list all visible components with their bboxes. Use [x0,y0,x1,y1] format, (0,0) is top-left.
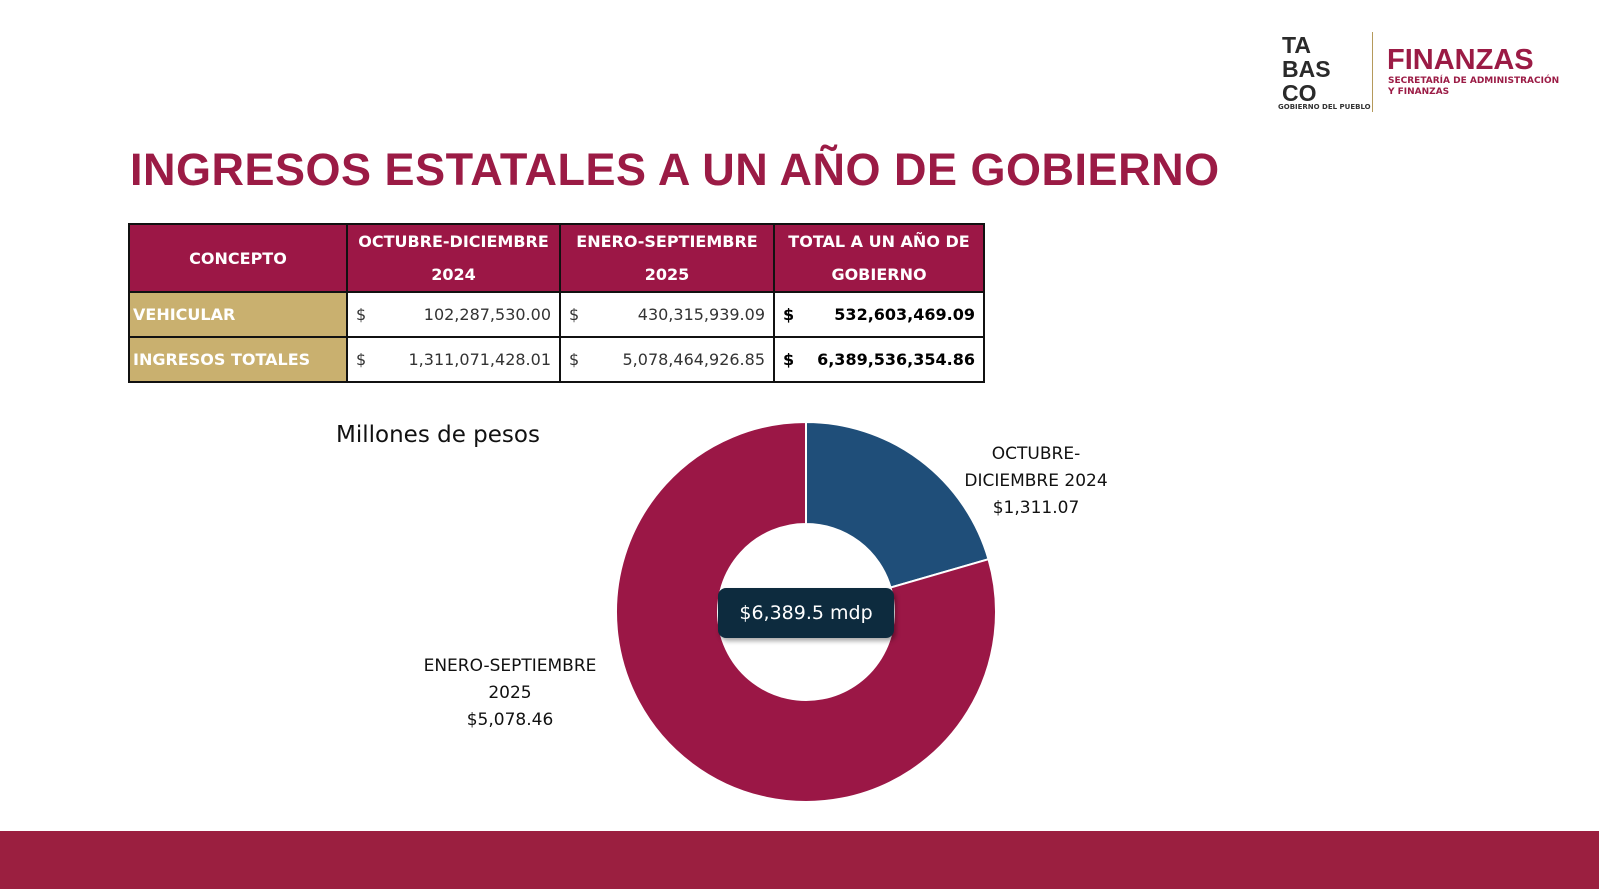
header-cell: OCTUBRE-DICIEMBRE 2024 [346,223,561,293]
value-label: $5,078.46 [466,710,554,730]
amount-cell: $5,078,464,926.85 [559,336,775,383]
value-label: $1,311.07 [992,498,1080,518]
header-cell: TOTAL A UN AÑO DE GOBIERNO [773,223,985,293]
header-cell: CONCEPTO [128,223,348,293]
income-table: CONCEPTO OCTUBRE-DICIEMBRE 2024 ENERO-SE… [128,223,985,383]
amount-value: 1,311,071,428.01 [408,350,552,369]
logo-mark-line: BAS [1282,56,1331,82]
logo-subtitle: SECRETARÍA DE ADMINISTRACIÓN [1388,76,1560,86]
amount-value: 532,603,469.09 [834,305,975,324]
amount-cell: $102,287,530.00 [346,291,561,338]
logo-subtitle: Y FINANZAS [1388,87,1450,97]
amount-cell: $430,315,939.09 [559,291,775,338]
currency: $ [356,305,367,324]
amount-cell: $6,389,536,354.86 [773,336,985,383]
currency: $ [569,350,580,369]
slice-label: ENERO-SEPTIEMBRE 2025 $5,078.46 [420,653,600,734]
table-row: VEHICULAR $102,287,530.00 $430,315,939.09 $… [128,291,985,338]
amount-value: 6,389,536,354.86 [817,350,975,369]
donut-slice [615,420,997,803]
amount: $532,603,469.09 [783,305,975,324]
logo-mark-line: CO [1282,80,1317,106]
amount: $1,311,071,428.01 [356,350,551,369]
amount: $430,315,939.09 [569,305,765,324]
currency: $ [783,305,795,324]
footer-band [0,831,1599,889]
slide-title: INGRESOS ESTATALES A UN AÑO DE GOBIERNO [130,144,1220,195]
donut-slice [805,420,990,589]
category-label: OCTUBRE-DICIEMBRE 2024 [964,444,1108,491]
logo-mark: TA BAS CO [1282,33,1331,105]
amount-cell: $532,603,469.09 [773,291,985,338]
logo-tagline: GOBIERNO DEL PUEBLO [1278,103,1371,111]
logo-mark-line: TA [1282,32,1311,58]
amount-value: 102,287,530.00 [423,305,551,324]
slice-label: OCTUBRE-DICIEMBRE 2024 $1,311.07 [946,441,1126,522]
amount: $6,389,536,354.86 [783,350,975,369]
chart-title: Millones de pesos [336,422,540,448]
concept-cell: VEHICULAR [128,291,348,338]
amount: $102,287,530.00 [356,305,551,324]
category-label: ENERO-SEPTIEMBRE 2025 [423,656,597,703]
logo-name: FINANZAS [1387,44,1534,76]
logo-separator [1372,32,1373,112]
amount-value: 430,315,939.09 [637,305,765,324]
concept-cell: INGRESOS TOTALES [128,336,348,383]
currency: $ [783,350,795,369]
header-cell: ENERO-SEPTIEMBRE 2025 [559,223,775,293]
currency: $ [356,350,367,369]
amount-value: 5,078,464,926.85 [622,350,766,369]
amount: $5,078,464,926.85 [569,350,765,369]
center-label: $6,389.5 mdp [718,588,894,638]
table-row: INGRESOS TOTALES $1,311,071,428.01 $5,078,… [128,336,985,383]
currency: $ [569,305,580,324]
donut-chart [615,420,997,803]
amount-cell: $1,311,071,428.01 [346,336,561,383]
